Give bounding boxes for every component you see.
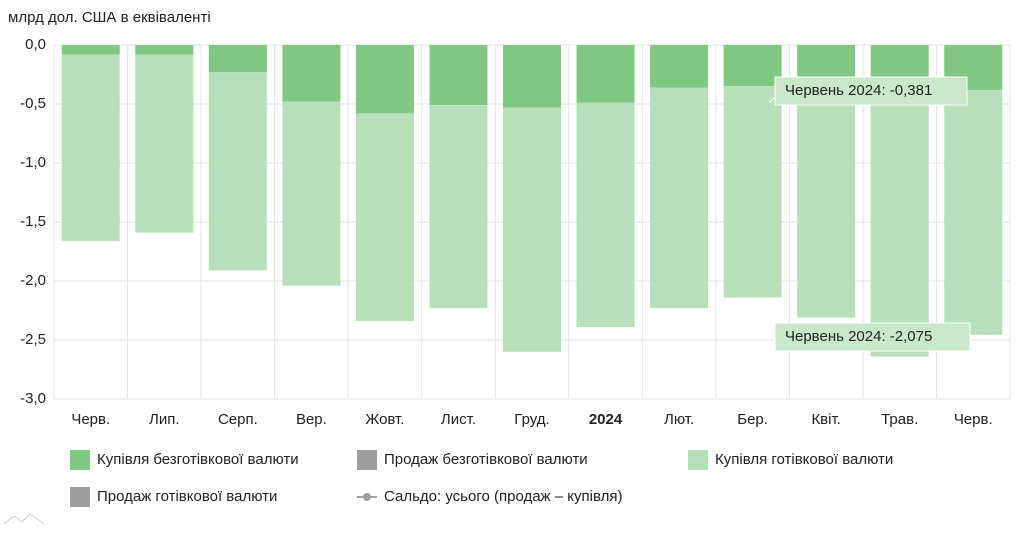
legend-dot: [363, 493, 371, 501]
legend-label[interactable]: Продаж безготівкової валюти: [384, 451, 588, 468]
x-tick-label: Бер.: [737, 411, 768, 428]
bar: [503, 45, 561, 108]
legend-label[interactable]: Купівля готівкової валюти: [715, 451, 893, 468]
y-tick-label: -3,0: [20, 390, 46, 407]
y-tick-label: -2,5: [20, 331, 46, 348]
bar: [723, 86, 782, 298]
tooltip: Червень 2024: -2,075: [768, 322, 971, 352]
bar: [208, 45, 267, 73]
bar: [61, 45, 120, 55]
x-tick-label: Лист.: [441, 411, 476, 428]
y-tick-label: -1,0: [20, 154, 46, 171]
bar: [797, 87, 856, 318]
tooltip-box: [768, 76, 968, 106]
tooltip-box: [768, 322, 971, 352]
bar: [282, 101, 341, 286]
bar: [208, 72, 267, 271]
legend-label[interactable]: Купівля безготівкової валюти: [97, 451, 299, 468]
y-tick-label: -1,5: [20, 213, 46, 230]
x-tick-label: Серп.: [218, 411, 258, 428]
bar: [870, 89, 929, 357]
x-tick-label: Лют.: [664, 411, 694, 428]
bar: [282, 45, 341, 102]
legend-swatch: [70, 487, 90, 507]
bar: [723, 45, 782, 87]
x-tick-label: Черв.: [954, 411, 993, 428]
x-tick-label: 2024: [589, 411, 623, 428]
x-tick-label: Жовт.: [365, 411, 404, 428]
bar: [429, 45, 488, 106]
bar: [576, 45, 635, 103]
bar: [355, 45, 414, 114]
bar: [576, 102, 635, 328]
bar: [503, 107, 561, 352]
logo: [3, 513, 45, 525]
legend-label[interactable]: Продаж готівкової валюти: [97, 488, 277, 505]
bar: [355, 113, 414, 322]
tooltip-text: Червень 2024: -0,381: [785, 82, 932, 99]
y-tick-label: -0,5: [20, 95, 46, 112]
x-tick-label: Черв.: [71, 411, 110, 428]
legend-swatch: [70, 450, 90, 470]
bar: [650, 45, 709, 88]
x-tick-label: Лип.: [149, 411, 180, 428]
bar: [135, 54, 194, 233]
x-tick-label: Трав.: [881, 411, 918, 428]
x-tick-label: Груд.: [514, 411, 549, 428]
tooltip-text: Червень 2024: -2,075: [785, 328, 932, 345]
y-axis-title: млрд дол. США в еквіваленті: [8, 9, 211, 26]
tooltip: Червень 2024: -0,381: [768, 76, 968, 106]
bar: [135, 45, 194, 55]
bar: [944, 89, 1003, 335]
legend-swatch: [357, 450, 377, 470]
x-tick-label: Квіт.: [811, 411, 840, 428]
bar: [429, 105, 488, 309]
x-tick-label: Вер.: [296, 411, 327, 428]
bar: [650, 87, 709, 309]
legend-swatch: [688, 450, 708, 470]
bar: [61, 54, 120, 241]
legend-label[interactable]: Сальдо: усього (продаж – купівля): [384, 488, 622, 505]
y-tick-label: -2,0: [20, 272, 46, 289]
y-tick-label: 0,0: [25, 36, 46, 53]
